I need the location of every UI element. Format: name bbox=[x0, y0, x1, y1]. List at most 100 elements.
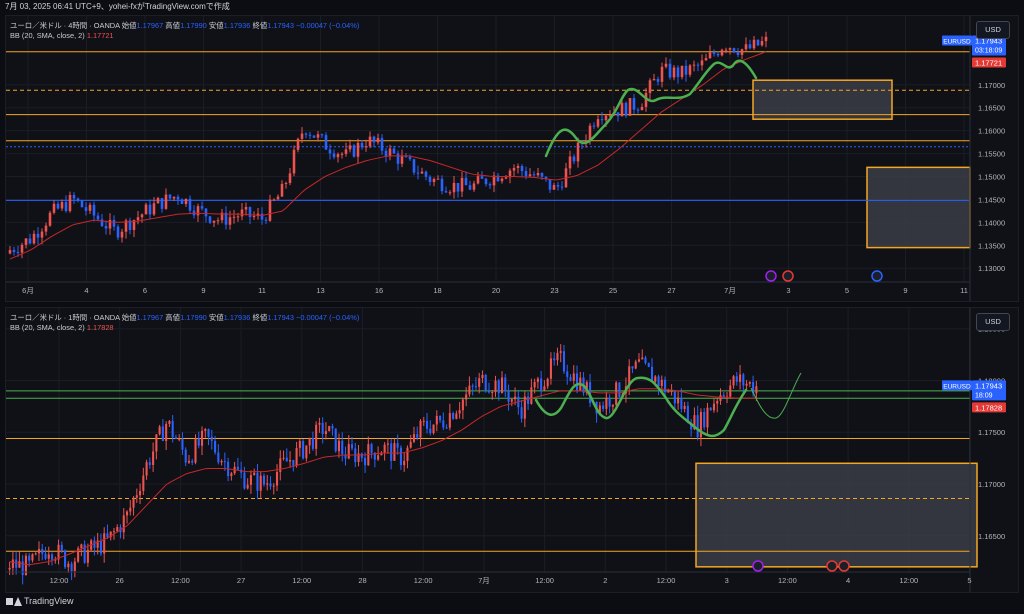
chart-panel-4h[interactable]: 1.17000 1.16500 1.16000 1.15500 1.15000 1.145… bbox=[5, 15, 1019, 302]
candle-body bbox=[296, 138, 300, 150]
candle-body bbox=[224, 212, 228, 225]
candle-body bbox=[456, 182, 460, 192]
candle-body bbox=[448, 192, 452, 194]
candle-body bbox=[732, 48, 736, 53]
candle-body bbox=[461, 399, 464, 411]
candle-body bbox=[608, 397, 611, 407]
candle-body bbox=[481, 374, 484, 379]
x-tick-label: 6月 bbox=[22, 286, 34, 295]
candle-body bbox=[440, 178, 444, 192]
candle-body bbox=[112, 531, 116, 533]
candle-body bbox=[736, 52, 740, 55]
candle-body bbox=[210, 436, 213, 441]
candle-body bbox=[548, 178, 552, 190]
close-value: 1.17943 bbox=[267, 313, 294, 322]
candle-body bbox=[284, 182, 288, 184]
candle-body bbox=[305, 445, 308, 459]
x-tick-label: 11 bbox=[258, 286, 266, 295]
candle-body bbox=[217, 452, 220, 463]
candle-body bbox=[458, 410, 461, 414]
candle-body bbox=[670, 390, 673, 392]
symbol-tag-bg bbox=[942, 380, 972, 391]
candle-body bbox=[348, 145, 352, 150]
countdown-tag: 18:09 bbox=[975, 392, 993, 399]
candle-body bbox=[419, 420, 422, 438]
candle-body bbox=[752, 39, 756, 49]
candle-body bbox=[279, 458, 282, 472]
candle-body bbox=[132, 220, 136, 230]
legend-bb[interactable]: BB (20, SMA, close, 2) 1.17721 bbox=[10, 31, 114, 40]
legend-bb[interactable]: BB (20, SMA, close, 2) 1.17828 bbox=[10, 323, 114, 332]
candle-body bbox=[208, 216, 212, 223]
bb-tag: 1.17828 bbox=[975, 403, 1002, 412]
candle-body bbox=[372, 136, 376, 143]
candle-body bbox=[380, 138, 384, 151]
candle-body bbox=[422, 420, 425, 422]
candle-body bbox=[8, 250, 12, 254]
x-tick-label: 12:00 bbox=[50, 576, 69, 585]
candle-body bbox=[478, 378, 481, 387]
candle-body bbox=[168, 420, 171, 424]
countdown-tag: 03:18:09 bbox=[975, 48, 1002, 55]
candle-body bbox=[197, 438, 200, 446]
candle-body bbox=[596, 119, 600, 127]
y-tick-label: 1.17000 bbox=[978, 480, 1005, 489]
candle-body bbox=[129, 507, 132, 512]
legend-ohlc: ユーロ／米ドル · 1時間 · OANDA 始値1.17967 高値1.1799… bbox=[10, 312, 359, 323]
candle-body bbox=[334, 428, 337, 452]
chart-panel-1h[interactable]: 1.185001.180001.175001.170001.1650012:00… bbox=[5, 307, 1019, 593]
candle-body bbox=[88, 204, 92, 211]
candle-body bbox=[36, 233, 40, 238]
candle-body bbox=[686, 405, 689, 424]
candle-body bbox=[20, 244, 24, 253]
candle-body bbox=[67, 563, 70, 568]
candle-body bbox=[350, 444, 354, 449]
candle-body bbox=[18, 561, 21, 568]
candle-body bbox=[298, 441, 301, 448]
candle-body bbox=[240, 209, 244, 217]
x-tick-label: 6 bbox=[143, 286, 147, 295]
candle-body bbox=[220, 212, 224, 221]
candle-body bbox=[32, 233, 36, 244]
candle-body bbox=[106, 533, 109, 538]
candle-body bbox=[399, 447, 402, 466]
x-tick-label: 12:00 bbox=[171, 576, 190, 585]
candle-body bbox=[739, 374, 742, 382]
candle-body bbox=[668, 63, 672, 78]
currency-button[interactable]: USD bbox=[976, 313, 1010, 331]
y-tick-label: 1.15500 bbox=[978, 150, 1005, 159]
candle-body bbox=[320, 134, 324, 136]
candle-body bbox=[370, 444, 373, 453]
candle-body bbox=[403, 460, 406, 466]
tradingview-footer[interactable]: TradingView bbox=[6, 596, 74, 606]
x-tick-label: 5 bbox=[845, 286, 849, 295]
open-label: 始値 bbox=[121, 313, 137, 322]
candle-body bbox=[276, 196, 280, 200]
candle-body bbox=[760, 41, 764, 46]
candle-body bbox=[704, 58, 708, 61]
candle-body bbox=[648, 80, 652, 93]
candle-body bbox=[168, 194, 172, 199]
candle-body bbox=[135, 495, 138, 498]
economic-event-icon bbox=[871, 270, 883, 282]
currency-button[interactable]: USD bbox=[976, 21, 1010, 39]
candle-body bbox=[742, 374, 745, 386]
chart-canvas-1h[interactable]: 1.185001.180001.175001.170001.1650012:00… bbox=[6, 308, 1018, 592]
x-tick-label: 9 bbox=[201, 286, 205, 295]
candle-body bbox=[712, 403, 716, 411]
candle-body bbox=[496, 175, 500, 182]
candle-body bbox=[272, 199, 276, 201]
candle-body bbox=[383, 444, 386, 453]
candle-body bbox=[96, 540, 99, 548]
symbol-tag-bg bbox=[942, 35, 972, 46]
candle-body bbox=[232, 216, 236, 218]
candle-body bbox=[497, 380, 500, 394]
candle-body bbox=[445, 427, 448, 429]
candle-body bbox=[207, 429, 210, 437]
x-tick-label: 13 bbox=[316, 286, 324, 295]
candle-body bbox=[568, 156, 572, 169]
candle-body bbox=[510, 399, 513, 402]
x-tick-label: 12:00 bbox=[292, 576, 311, 585]
chart-canvas-4h[interactable]: 1.17000 1.16500 1.16000 1.15500 1.15000 1.145… bbox=[6, 16, 1018, 301]
candle-body bbox=[442, 420, 445, 428]
